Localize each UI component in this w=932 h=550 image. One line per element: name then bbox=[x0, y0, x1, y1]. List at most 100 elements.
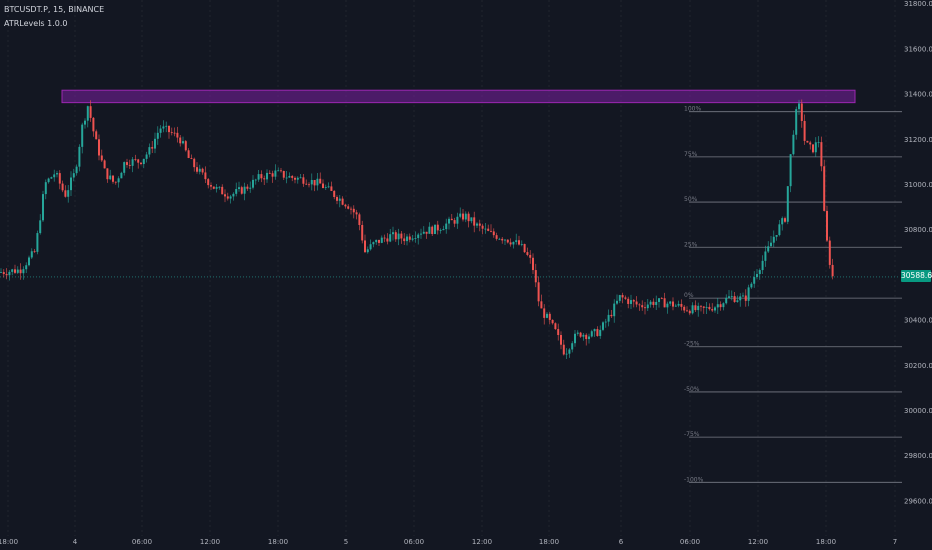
candle-body bbox=[204, 172, 207, 180]
candle-body bbox=[229, 196, 232, 199]
candle-body bbox=[532, 257, 534, 271]
candle-body bbox=[504, 239, 506, 241]
candle-body bbox=[120, 172, 123, 179]
price-tick-label: 29600.0 bbox=[904, 497, 932, 505]
candle-body bbox=[756, 274, 758, 278]
candle-body bbox=[711, 309, 714, 311]
candle-body bbox=[719, 304, 722, 308]
candle-body bbox=[823, 166, 826, 211]
candle-body bbox=[277, 170, 280, 172]
candle-body bbox=[224, 194, 226, 197]
candle-body bbox=[515, 240, 518, 242]
candle-body bbox=[168, 125, 170, 133]
candle-body bbox=[686, 310, 688, 312]
candle-body bbox=[554, 323, 557, 330]
candle-body bbox=[179, 137, 182, 144]
grid bbox=[7, 0, 896, 536]
candle-body bbox=[658, 298, 660, 302]
candle-body bbox=[630, 300, 632, 304]
candle-body bbox=[803, 120, 806, 141]
candle-body bbox=[145, 154, 148, 159]
price-tick-label: 30800.0 bbox=[904, 226, 932, 234]
candle-body bbox=[109, 175, 112, 180]
candle-body bbox=[585, 334, 588, 340]
candle-body bbox=[663, 298, 666, 308]
candle-body bbox=[464, 213, 467, 220]
candles bbox=[0, 99, 834, 359]
candle-body bbox=[408, 236, 411, 240]
candle-body bbox=[772, 236, 775, 243]
candle-body bbox=[25, 265, 28, 270]
candle-body bbox=[280, 170, 282, 172]
candle-body bbox=[165, 125, 168, 127]
time-axis[interactable]: 18:00 4 06:00 12:00 18:00 5 06:00 12:00 18:00 6 06… bbox=[0, 538, 897, 546]
candle-body bbox=[257, 174, 260, 180]
candle-body bbox=[11, 269, 14, 272]
time-tick-label: 06:00 bbox=[680, 538, 700, 546]
candle-body bbox=[487, 228, 490, 231]
candle-body bbox=[89, 106, 92, 118]
candle-body bbox=[646, 304, 649, 309]
candle-body bbox=[352, 208, 355, 213]
atr-level-label: 50% bbox=[684, 196, 698, 203]
candle-body bbox=[36, 233, 39, 252]
candle-body bbox=[677, 303, 680, 306]
candle-body bbox=[64, 190, 67, 197]
candle-body bbox=[672, 301, 674, 307]
candle-body bbox=[8, 271, 11, 276]
candle-body bbox=[28, 257, 30, 266]
candle-body bbox=[383, 237, 386, 239]
candle-body bbox=[621, 295, 624, 298]
candle-body bbox=[422, 231, 425, 234]
candle-body bbox=[176, 132, 179, 138]
candle-body bbox=[736, 300, 739, 302]
candle-body bbox=[638, 304, 641, 306]
indicator-title[interactable]: ATRLevels 1.0.0 bbox=[4, 19, 68, 28]
candle-body bbox=[403, 238, 406, 242]
candle-body bbox=[159, 128, 162, 133]
candle-body bbox=[389, 234, 392, 242]
candle-body bbox=[655, 301, 658, 305]
candle-body bbox=[14, 269, 16, 273]
candle-body bbox=[123, 162, 126, 173]
candle-body bbox=[618, 295, 621, 301]
candle-body bbox=[193, 158, 196, 168]
candle-body bbox=[526, 252, 529, 255]
candle-body bbox=[322, 183, 324, 188]
candle-body bbox=[574, 333, 576, 344]
candle-body bbox=[733, 296, 736, 302]
candle-body bbox=[593, 329, 596, 332]
candle-body bbox=[221, 186, 224, 195]
candle-body bbox=[828, 240, 831, 265]
candle-body bbox=[313, 179, 316, 186]
price-tick-label: 31200.0 bbox=[904, 136, 932, 144]
candle-body bbox=[302, 177, 305, 184]
candle-body bbox=[523, 244, 526, 253]
time-tick-label: 18:00 bbox=[816, 538, 836, 546]
time-tick-label: 18:00 bbox=[539, 538, 559, 546]
candle-body bbox=[770, 242, 772, 247]
time-tick-label: 7 bbox=[893, 538, 897, 546]
candle-body bbox=[327, 186, 330, 188]
candle-body bbox=[268, 172, 271, 174]
resistance-zone bbox=[61, 89, 856, 104]
candle-body bbox=[767, 246, 770, 252]
candle-body bbox=[162, 126, 165, 129]
candle-body bbox=[81, 124, 84, 147]
candle-body bbox=[42, 194, 44, 221]
candle-body bbox=[95, 131, 98, 140]
candle-body bbox=[442, 229, 445, 231]
candle-body bbox=[548, 313, 551, 320]
atr-levels: 100% 75% 50% 25% 0% -25% -50% -75% -100% bbox=[684, 106, 902, 483]
candle-body bbox=[386, 238, 389, 242]
symbol-title[interactable]: BTCUSDT.P, 15, BINANCE bbox=[4, 5, 105, 14]
candle-body bbox=[170, 132, 173, 133]
candle-body bbox=[336, 196, 338, 201]
candle-body bbox=[406, 236, 408, 242]
time-tick-label: 06:00 bbox=[404, 538, 424, 546]
candle-body bbox=[308, 184, 310, 186]
time-tick-label: 18:00 bbox=[268, 538, 288, 546]
price-axis[interactable]: 29600.029800.030000.030200.030400.030600… bbox=[904, 0, 932, 505]
candle-body bbox=[218, 186, 221, 188]
